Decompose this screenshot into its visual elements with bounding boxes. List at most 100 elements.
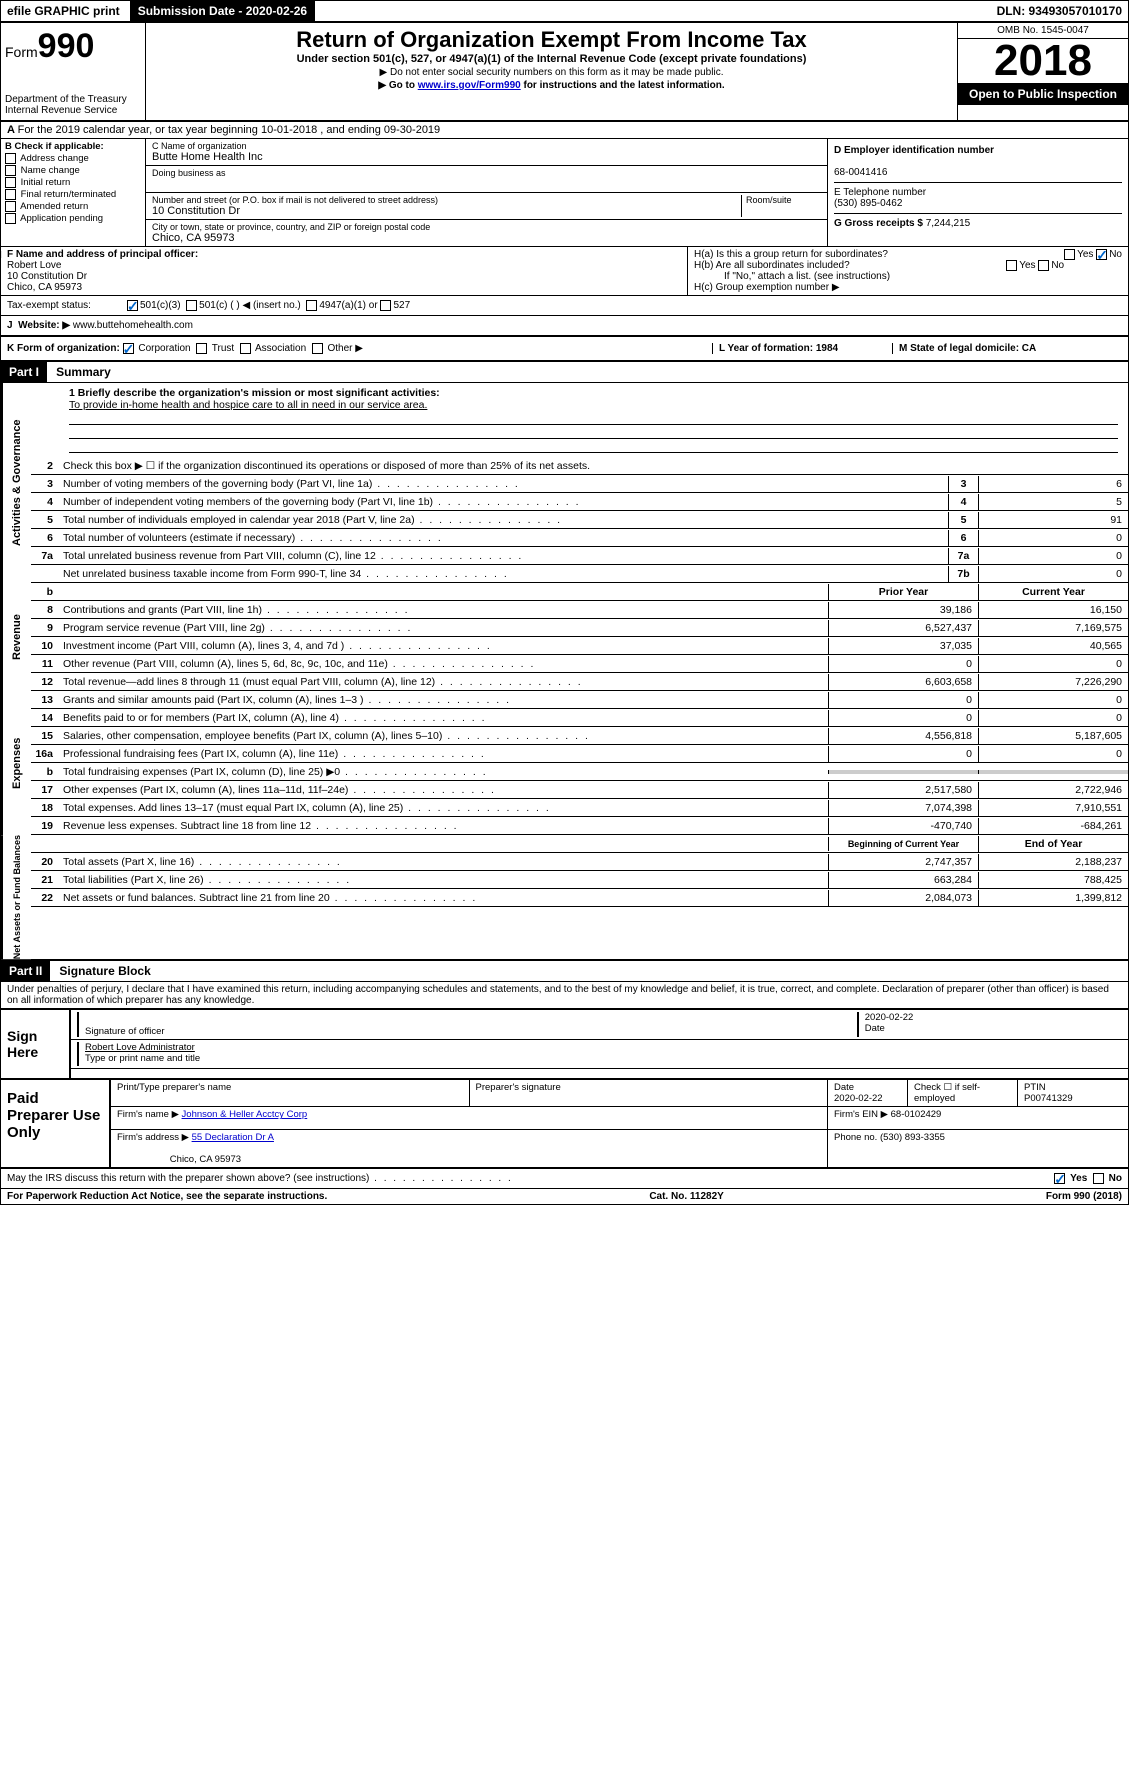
chk-assoc[interactable] [240, 343, 251, 354]
h-b: H(b) Are all subordinates included? [694, 260, 850, 271]
officer-name: Robert Love [7, 260, 61, 271]
form-id-col: Form990 Department of the Treasury Inter… [1, 23, 146, 120]
period-row: A For the 2019 calendar year, or tax yea… [1, 122, 1128, 139]
net-header: Beginning of Current Year End of Year [31, 835, 1128, 853]
gov-line: 6Total number of volunteers (estimate if… [31, 529, 1128, 547]
part1-title: Summary [50, 363, 117, 381]
chk-trust[interactable] [196, 343, 207, 354]
pra-notice: For Paperwork Reduction Act Notice, see … [7, 1191, 327, 1202]
gross-label: G Gross receipts $ [834, 218, 923, 229]
info-grid: B Check if applicable: Address change Na… [1, 139, 1128, 247]
part1-header: Part I Summary [1, 362, 1128, 383]
room-label: Room/suite [746, 195, 821, 205]
firm-ein: 68-0102429 [891, 1109, 942, 1120]
chk-final[interactable]: Final return/terminated [5, 189, 141, 200]
org-name: Butte Home Health Inc [152, 151, 821, 163]
phone-value: (530) 895-0462 [834, 198, 902, 209]
sig-name-label: Type or print name and title [85, 1053, 200, 1064]
data-line: 14Benefits paid to or for members (Part … [31, 709, 1128, 727]
website-value: www.buttehomehealth.com [73, 320, 193, 331]
k-label: K Form of organization: [7, 343, 120, 354]
firm-ein-label: Firm's EIN ▶ [834, 1109, 888, 1120]
org-name-label: C Name of organization [152, 141, 821, 151]
declaration-text: Under penalties of perjury, I declare th… [1, 982, 1128, 1008]
officer-group-row: F Name and address of principal officer:… [1, 247, 1128, 296]
firm-phone-label: Phone no. [834, 1132, 877, 1143]
gov-line: 3Number of voting members of the governi… [31, 475, 1128, 493]
chk-pending[interactable]: Application pending [5, 213, 141, 224]
paid-preparer-section: Paid Preparer Use Only Print/Type prepar… [1, 1078, 1128, 1169]
prep-date-label: Date [834, 1082, 854, 1093]
line-2: 2Check this box ▶ ☐ if the organization … [31, 457, 1128, 475]
data-line: 21Total liabilities (Part X, line 26) 66… [31, 871, 1128, 889]
chk-other[interactable] [312, 343, 323, 354]
mission-block: 1 Briefly describe the organization's mi… [31, 383, 1128, 457]
self-employed-check[interactable]: Check ☐ if self-employed [914, 1082, 980, 1104]
form-prefix: Form [5, 44, 38, 60]
data-line: 17Other expenses (Part IX, column (A), l… [31, 781, 1128, 799]
city-state-zip: Chico, CA 95973 [152, 232, 821, 244]
officer-addr: 10 Constitution Dr [7, 271, 87, 282]
ssn-note: ▶ Do not enter social security numbers o… [154, 67, 949, 78]
data-line: 9Program service revenue (Part VIII, lin… [31, 619, 1128, 637]
open-public: Open to Public Inspection [958, 83, 1128, 105]
part2-header: Part II Signature Block [1, 961, 1128, 982]
k-row: K Form of organization: Corporation Trus… [1, 337, 1128, 362]
section-h: H(a) Is this a group return for subordin… [688, 247, 1128, 295]
state-domicile: M State of legal domicile: CA [899, 343, 1036, 354]
ein-value: 68-0041416 [834, 167, 887, 178]
year-formation: L Year of formation: 1984 [719, 343, 838, 354]
discuss-text: May the IRS discuss this return with the… [7, 1173, 513, 1184]
data-line: 12Total revenue—add lines 8 through 11 (… [31, 673, 1128, 691]
footer: For Paperwork Reduction Act Notice, see … [1, 1189, 1128, 1204]
ptin-value: P00741329 [1024, 1093, 1073, 1104]
data-line: 20Total assets (Part X, line 16) 2,747,3… [31, 853, 1128, 871]
sig-date: 2020-02-22 [865, 1012, 914, 1023]
paid-preparer-label: Paid Preparer Use Only [1, 1080, 111, 1167]
goto-note: ▶ Go to www.irs.gov/Form990 for instruct… [154, 80, 949, 91]
discuss-no[interactable] [1093, 1173, 1104, 1184]
h-b-note: If "No," attach a list. (see instruction… [694, 271, 1122, 282]
irs-link[interactable]: www.irs.gov/Form990 [418, 80, 521, 91]
firm-name-link[interactable]: Johnson & Heller Acctcy Corp [182, 1109, 308, 1120]
chk-initial[interactable]: Initial return [5, 177, 141, 188]
mission-q: 1 Briefly describe the organization's mi… [69, 387, 440, 399]
gross-value: 7,244,215 [926, 218, 971, 229]
sign-section: Sign Here Signature of officer 2020-02-2… [1, 1008, 1128, 1078]
chk-4947[interactable] [306, 300, 317, 311]
data-line: bTotal fundraising expenses (Part IX, co… [31, 763, 1128, 781]
efile-label[interactable]: efile GRAPHIC print [1, 2, 126, 20]
street-address: 10 Constitution Dr [152, 205, 741, 217]
form-ref: Form 990 (2018) [1046, 1191, 1122, 1202]
phone-label: E Telephone number [834, 187, 926, 198]
data-line: 13Grants and similar amounts paid (Part … [31, 691, 1128, 709]
side-expenses: Expenses [1, 691, 31, 835]
chk-501c3[interactable] [127, 300, 138, 311]
governance-section: Activities & Governance 1 Briefly descri… [1, 383, 1128, 583]
section-b-header: B Check if applicable: [5, 141, 104, 152]
chk-name[interactable]: Name change [5, 165, 141, 176]
prep-sig-label: Preparer's signature [476, 1082, 561, 1093]
city-label: City or town, state or province, country… [152, 222, 821, 232]
gov-line: 5Total number of individuals employed in… [31, 511, 1128, 529]
expenses-section: Expenses 13Grants and similar amounts pa… [1, 691, 1128, 835]
chk-address[interactable]: Address change [5, 153, 141, 164]
data-line: 10Investment income (Part VIII, column (… [31, 637, 1128, 655]
chk-corp[interactable] [123, 343, 134, 354]
chk-527[interactable] [380, 300, 391, 311]
data-line: 16aProfessional fundraising fees (Part I… [31, 745, 1128, 763]
period-text: For the 2019 calendar year, or tax year … [18, 124, 441, 136]
firm-addr-link[interactable]: 55 Declaration Dr A [192, 1132, 274, 1143]
officer-city: Chico, CA 95973 [7, 282, 82, 293]
prep-date: 2020-02-22 [834, 1093, 883, 1104]
side-revenue: Revenue [1, 583, 31, 691]
part2-title: Signature Block [53, 962, 156, 980]
form-page: efile GRAPHIC print Submission Date - 20… [0, 0, 1129, 1205]
chk-amended[interactable]: Amended return [5, 201, 141, 212]
cat-no: Cat. No. 11282Y [649, 1191, 723, 1202]
discuss-yes[interactable] [1054, 1173, 1065, 1184]
section-d: D Employer identification number 68-0041… [828, 139, 1128, 246]
sign-here-label: Sign Here [1, 1010, 71, 1078]
sig-name: Robert Love Administrator [85, 1042, 195, 1053]
chk-501c[interactable] [186, 300, 197, 311]
